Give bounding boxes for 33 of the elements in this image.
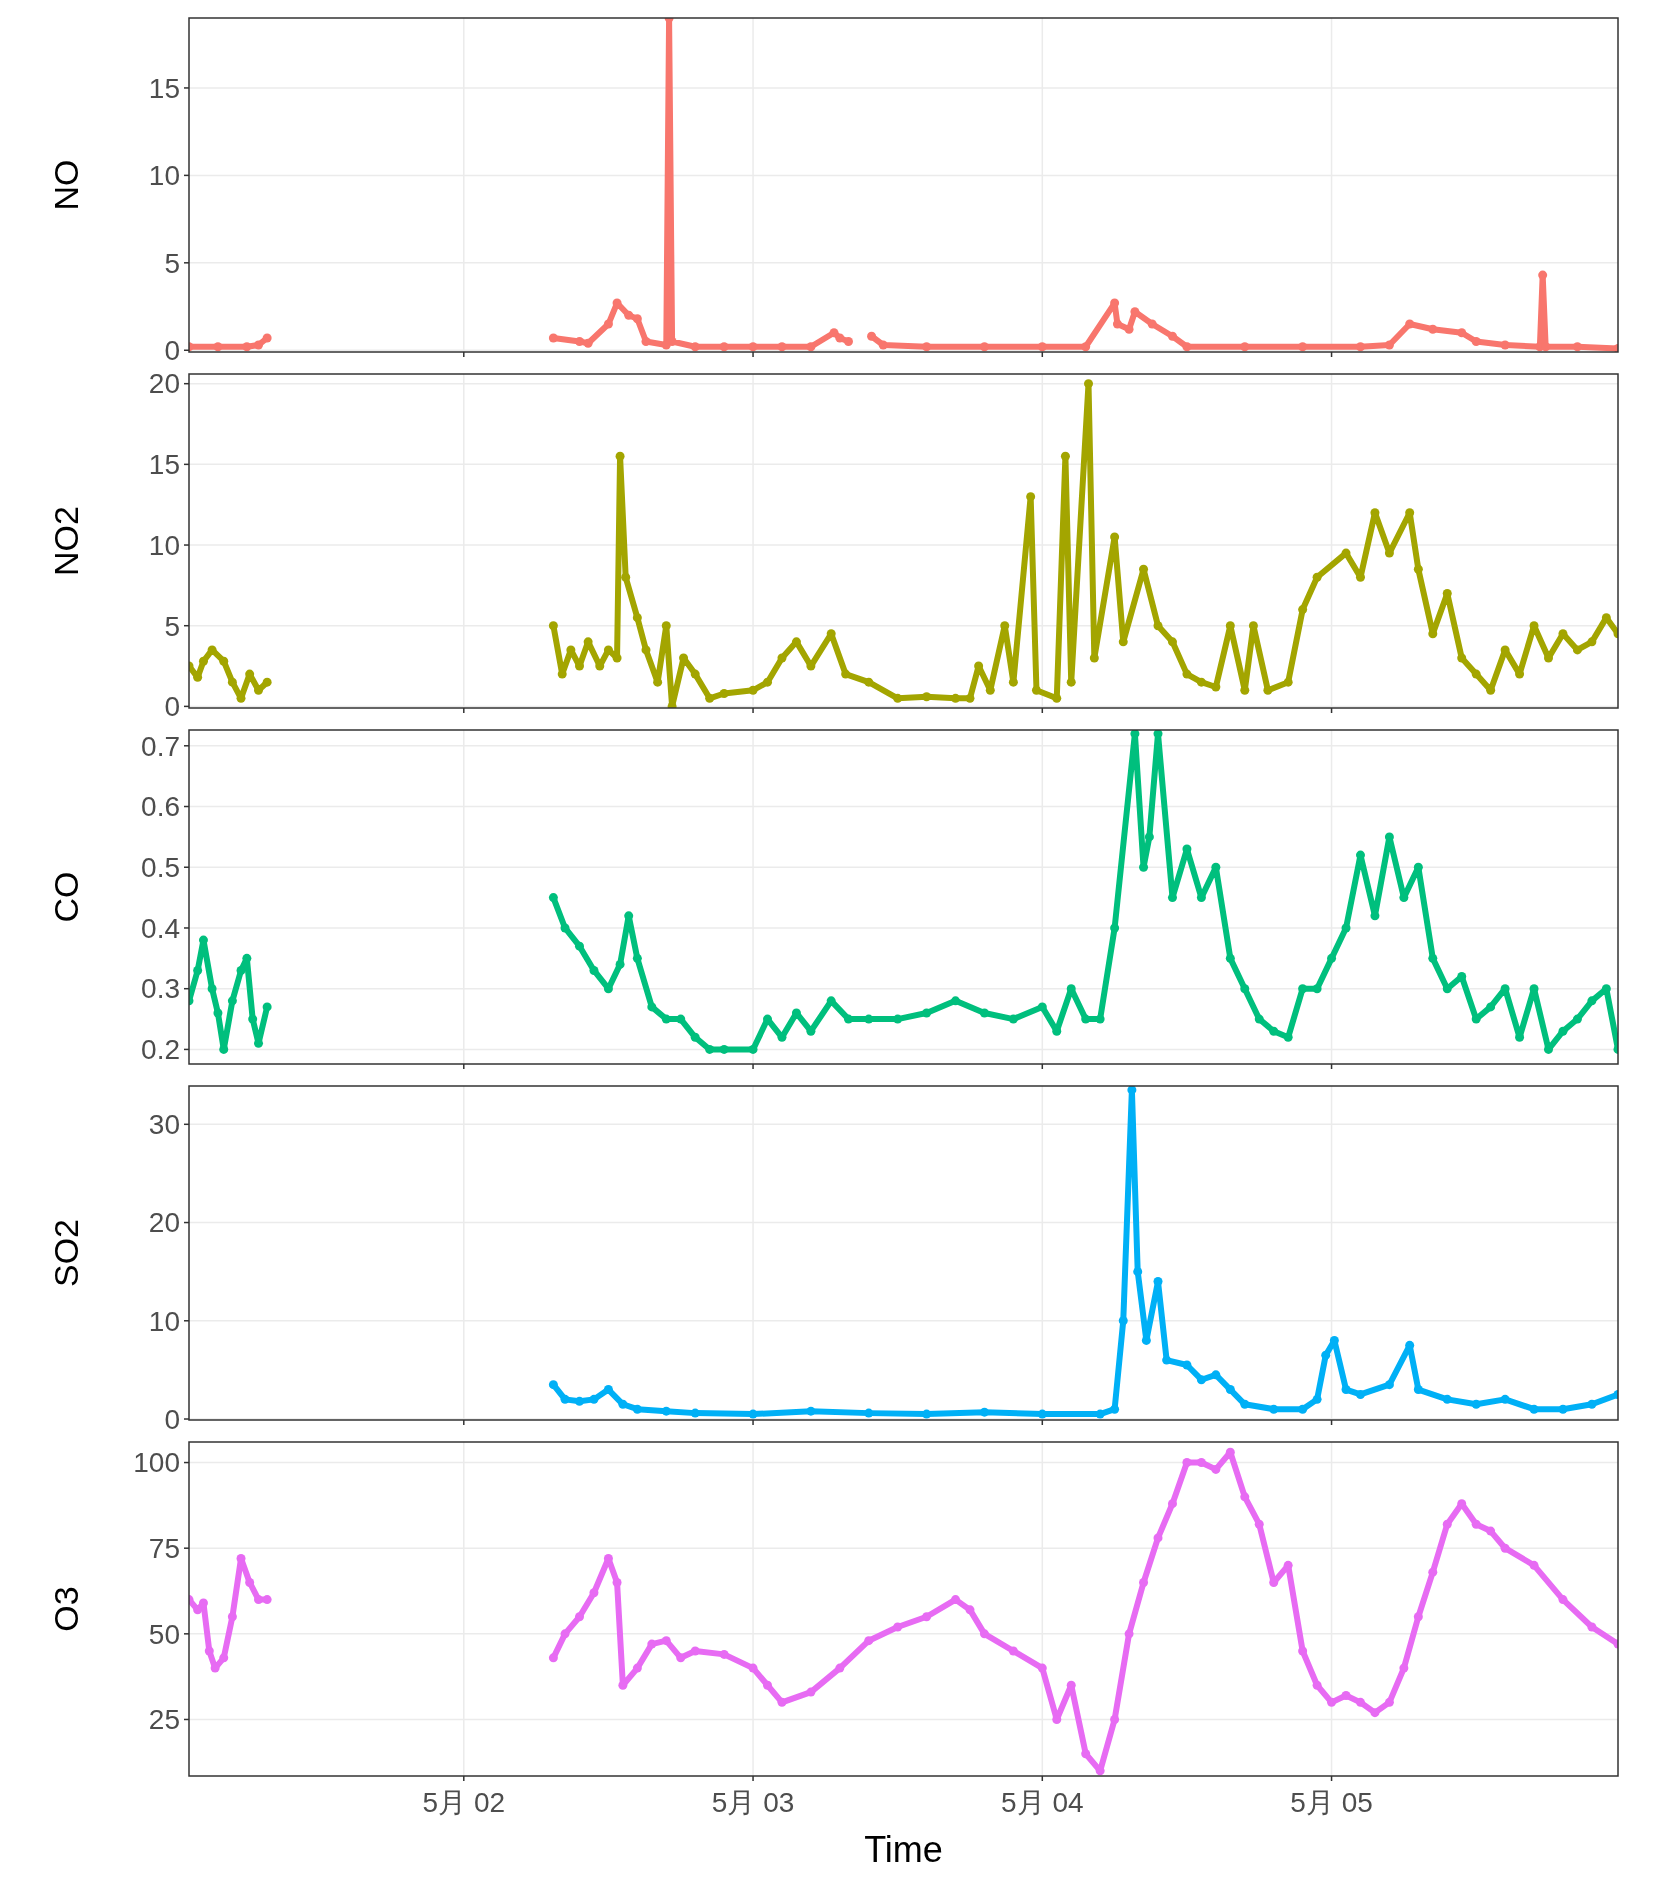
x-tick-label: 5月 02 xyxy=(422,1787,506,1818)
y-axis-title: SO2 xyxy=(47,1218,85,1288)
y-tick-label: 100 xyxy=(133,1447,180,1479)
y-tick-label: 5 xyxy=(164,247,180,279)
y-tick-label: 0 xyxy=(164,335,180,367)
x-tick-label: 5月 03 xyxy=(711,1787,795,1818)
y-tick-label: 10 xyxy=(148,529,180,561)
y-tick-label: 10 xyxy=(148,160,180,192)
y-tick-label: 0.5 xyxy=(141,852,180,884)
y-tick-label: 30 xyxy=(148,1109,180,1141)
y-tick-label: 20 xyxy=(148,1207,180,1239)
y-tick-label: 50 xyxy=(148,1618,180,1650)
y-tick-label: 0.2 xyxy=(141,1034,180,1066)
y-tick-label: 10 xyxy=(148,1305,180,1337)
y-axis-title: NO2 xyxy=(47,506,85,576)
x-tick-label: 5月 05 xyxy=(1290,1787,1373,1818)
y-tick-label: 25 xyxy=(148,1704,180,1736)
y-tick-label: 0 xyxy=(164,691,180,723)
y-tick-label: 0.4 xyxy=(141,912,180,944)
y-tick-label: 5 xyxy=(164,610,180,642)
y-tick-label: 0.3 xyxy=(141,973,180,1005)
x-tick-label: 5月 04 xyxy=(1001,1787,1084,1818)
y-tick-label: 0.6 xyxy=(141,791,180,823)
y-tick-label: 15 xyxy=(148,72,180,104)
y-axis-title: CO xyxy=(47,871,85,923)
y-tick-label: 0.7 xyxy=(141,730,180,762)
x-axis-title: Time xyxy=(864,1829,943,1870)
y-tick-label: 0 xyxy=(164,1403,180,1435)
y-axis-title: O3 xyxy=(47,1586,85,1632)
y-tick-label: 20 xyxy=(148,368,180,400)
y-tick-label: 75 xyxy=(148,1532,180,1564)
y-axis-title: NO xyxy=(47,159,85,211)
y-tick-label: 15 xyxy=(148,449,180,481)
